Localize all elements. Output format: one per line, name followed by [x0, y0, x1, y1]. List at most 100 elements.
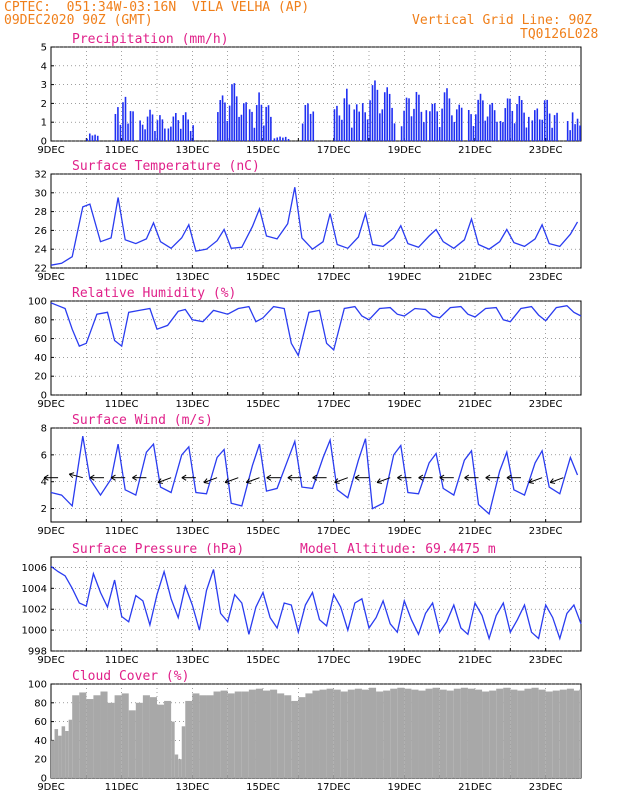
precip-bar: [574, 124, 576, 141]
x-tick-label: 21DEC: [458, 655, 492, 666]
cloud-bar: [72, 695, 80, 778]
precip-bar: [425, 110, 428, 141]
precip-bar: [287, 138, 290, 141]
precip-bar: [228, 105, 231, 141]
x-tick-label: 15DEC: [246, 145, 280, 156]
precip-bar: [333, 109, 336, 141]
wind-arrowhead: [110, 474, 116, 479]
x-tick-label: 21DEC: [458, 526, 492, 537]
wind-arrowhead: [287, 474, 293, 479]
precip-bar: [553, 115, 556, 141]
cloud-bar: [475, 689, 483, 778]
x-tick-label: 17DEC: [317, 782, 351, 793]
wind-arrowhead: [43, 474, 49, 479]
y-tick-label: 1004: [22, 584, 47, 595]
wind-arrowhead: [312, 474, 318, 479]
wind-arrowhead: [225, 481, 231, 484]
precip-bar: [571, 112, 574, 141]
cloud-bar: [61, 726, 66, 778]
precip-bar: [477, 99, 479, 141]
cloud-bar: [312, 690, 320, 778]
precip-bar: [139, 120, 141, 141]
cloud-bar: [149, 697, 157, 778]
precip-bar: [184, 112, 187, 141]
cloud-bar: [213, 691, 221, 778]
cloud-bar: [107, 702, 115, 778]
precip-bar: [458, 104, 461, 141]
wind-arrowhead: [397, 477, 402, 481]
precip-bar: [238, 116, 240, 141]
cloud-bar: [185, 700, 193, 778]
y-tick-label: 3: [41, 80, 47, 91]
cloud-bar: [340, 691, 348, 778]
precip-bar: [144, 129, 146, 141]
precip-bar: [284, 136, 287, 141]
precip-bar: [470, 114, 472, 141]
x-tick-label: 13DEC: [175, 655, 209, 666]
y-tick-label: 1002: [22, 605, 47, 616]
precip-bar: [270, 116, 272, 141]
precip-bar: [543, 100, 546, 141]
precip-bar: [499, 120, 502, 141]
precip-bar: [383, 92, 386, 141]
precip-bar: [255, 105, 258, 141]
wind-arrowhead: [485, 477, 491, 481]
precip-bar: [556, 112, 558, 141]
precip-bar: [453, 121, 456, 141]
y-tick-label: 8: [41, 424, 47, 435]
x-tick-label: 21DEC: [458, 399, 492, 410]
x-tick-label: 23DEC: [529, 526, 563, 537]
y-tick-label: 26: [34, 226, 47, 237]
y-tick-label: 4: [41, 477, 47, 488]
series-line: [50, 302, 582, 358]
precip-bar: [96, 135, 99, 141]
precip-bar: [381, 109, 384, 141]
cloud-bar: [510, 689, 518, 778]
precip-bar: [265, 106, 267, 141]
cloud-bar: [319, 689, 327, 778]
x-tick-label: 23DEC: [529, 655, 563, 666]
precip-bar: [531, 120, 534, 141]
y-tick-label: 100: [28, 680, 47, 691]
panel-frame: [50, 300, 582, 396]
precip-bar: [393, 123, 396, 141]
precip-bar: [479, 93, 482, 141]
precip-bar: [341, 119, 343, 141]
precip-bar: [410, 116, 413, 141]
y-tick-label: 60: [34, 717, 47, 728]
wind-arrowhead: [334, 478, 339, 483]
wind-vector: [550, 477, 564, 483]
cloud-bar: [86, 699, 94, 778]
x-tick-label: 13DEC: [175, 782, 209, 793]
y-tick-label: 1006: [22, 563, 47, 574]
precip-bar: [566, 121, 569, 141]
panel-title: Surface Pressure (hPa): [72, 542, 244, 557]
x-tick-label: 9DEC: [37, 782, 64, 793]
grid-info: Vertical Grid Line: 90Z: [412, 13, 593, 28]
y-tick-label: 0: [41, 137, 47, 148]
wind-arrowhead: [132, 477, 137, 481]
x-tick-label: 19DEC: [387, 655, 421, 666]
wind-arrowhead: [549, 478, 554, 483]
cloud-bar: [100, 691, 108, 778]
x-tick-label: 17DEC: [317, 655, 351, 666]
precip-bar: [364, 112, 366, 141]
cloud-bar: [206, 695, 214, 778]
precip-bar: [371, 85, 374, 141]
precip-bar: [493, 110, 496, 141]
precip-bar: [154, 130, 156, 141]
precip-bar: [506, 98, 509, 141]
x-tick-label: 21DEC: [458, 272, 492, 283]
wind-arrowhead: [287, 477, 293, 481]
y-tick-label: 0: [41, 391, 47, 402]
precip-bar: [192, 125, 194, 141]
x-tick-label: 11DEC: [105, 399, 139, 410]
precip-bar: [235, 96, 238, 141]
cloud-bar: [432, 687, 440, 778]
panel-title: Relative Humidity (%): [72, 286, 236, 301]
x-tick-label: 11DEC: [105, 655, 139, 666]
precip-bar: [273, 138, 276, 141]
precip-bar: [420, 111, 423, 141]
x-tick-label: 15DEC: [246, 655, 280, 666]
